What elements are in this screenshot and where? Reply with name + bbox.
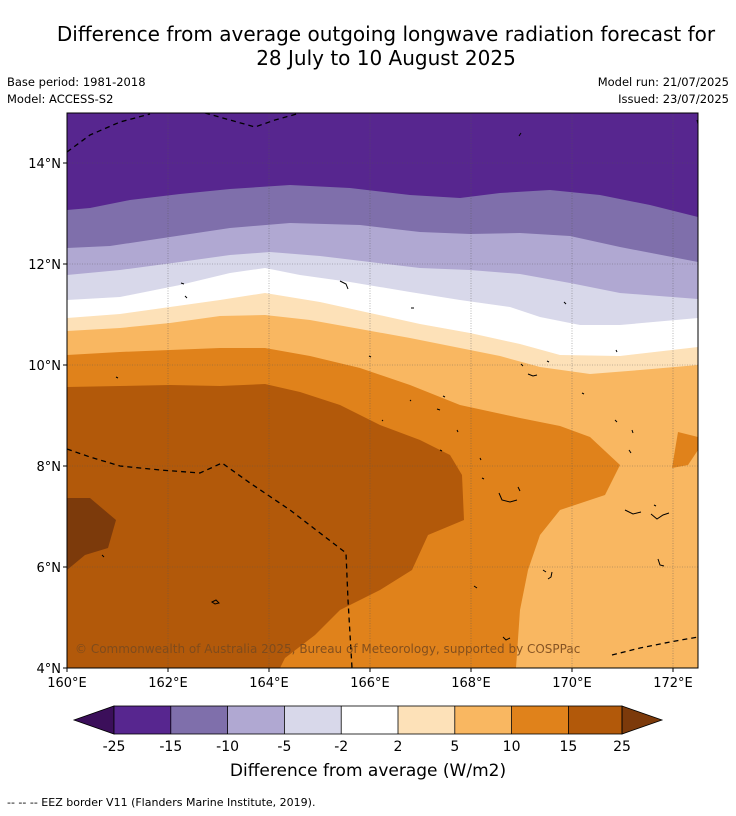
colorbar-tick-label: 5 <box>450 739 459 755</box>
colorbar-tick-label: 15 <box>559 739 577 755</box>
colorbar-swatch <box>568 706 622 734</box>
colorbar-tick-label: 10 <box>503 739 521 755</box>
colorbar-swatch <box>170 706 228 734</box>
colorbar-swatch <box>114 706 171 734</box>
title-line-1: Difference from average outgoing longwav… <box>56 22 716 46</box>
lat-label-6n: 6°N <box>37 561 62 576</box>
model-name: Model: ACCESS-S2 <box>7 92 114 106</box>
longitude-axis: 160°E 162°E 164°E 166°E 168°E 170°E 172°… <box>47 668 693 691</box>
lon-label-170e: 170°E <box>552 676 592 691</box>
colorbar-extend-high <box>621 705 664 735</box>
colorbar-tick-label: -5 <box>277 739 291 755</box>
lon-label-172e: 172°E <box>653 676 693 691</box>
lon-label-162e: 162°E <box>148 676 188 691</box>
colorbar-tick-label: -25 <box>103 739 126 755</box>
eez-borders <box>67 113 698 668</box>
eez-footnote: -- -- -- EEZ border V11 (Flanders Marine… <box>7 796 316 809</box>
map-title: Difference from average outgoing longwav… <box>0 22 736 70</box>
title-line-2: 28 July to 10 August 2025 <box>256 46 516 70</box>
meta-left: Base period: 1981-2018 Model: ACCESS-S2 <box>7 74 146 108</box>
colorbar-swatch <box>398 706 455 734</box>
colorbar-swatch <box>341 706 398 734</box>
colorbar-swatch <box>284 706 342 734</box>
colorbar-tick-label: 25 <box>613 739 631 755</box>
latitude-axis: 14°N 12°N 10°N 8°N 6°N 4°N <box>28 157 67 677</box>
lon-label-160e: 160°E <box>47 676 87 691</box>
colorbar-label: Difference from average (W/m2) <box>229 761 507 781</box>
colorbar-tick-label: -15 <box>159 739 182 755</box>
colorbar-tick-label: -2 <box>334 739 348 755</box>
lat-label-10n: 10°N <box>28 359 61 374</box>
lat-label-8n: 8°N <box>37 460 62 475</box>
base-period: Base period: 1981-2018 <box>7 75 146 89</box>
colorbar-frame <box>113 705 623 735</box>
lat-label-4n: 4°N <box>37 662 62 677</box>
colorbar-tick-label: -10 <box>216 739 239 755</box>
colorbar-extend-low <box>72 705 115 735</box>
islands <box>101 119 698 641</box>
colorbar-swatch <box>227 706 285 734</box>
issued-date: Issued: 23/07/2025 <box>618 92 729 106</box>
copyright-notice: © Commonwealth of Australia 2025, Bureau… <box>75 642 580 656</box>
band-above-25 <box>67 498 116 570</box>
meta-right: Model run: 21/07/2025 Issued: 23/07/2025 <box>598 74 729 108</box>
band-15-to-25 <box>67 384 464 668</box>
lat-label-12n: 12°N <box>28 258 61 273</box>
lon-label-166e: 166°E <box>350 676 390 691</box>
model-run: Model run: 21/07/2025 <box>597 75 729 89</box>
lon-label-164e: 164°E <box>249 676 289 691</box>
colorbar-tick-label: 2 <box>394 739 403 755</box>
colorbar-swatch <box>511 706 569 734</box>
lat-label-14n: 14°N <box>28 157 61 172</box>
band-10-to-15-patch <box>672 432 698 468</box>
plot-frame <box>66 112 699 669</box>
colorbar: -25 -15 -10 -5 -2 2 5 10 15 25 <box>72 705 664 755</box>
gridlines <box>67 113 698 668</box>
contour-field: © Commonwealth of Australia 2025, Bureau… <box>67 113 698 668</box>
lon-label-168e: 168°E <box>451 676 491 691</box>
colorbar-swatch <box>454 706 512 734</box>
